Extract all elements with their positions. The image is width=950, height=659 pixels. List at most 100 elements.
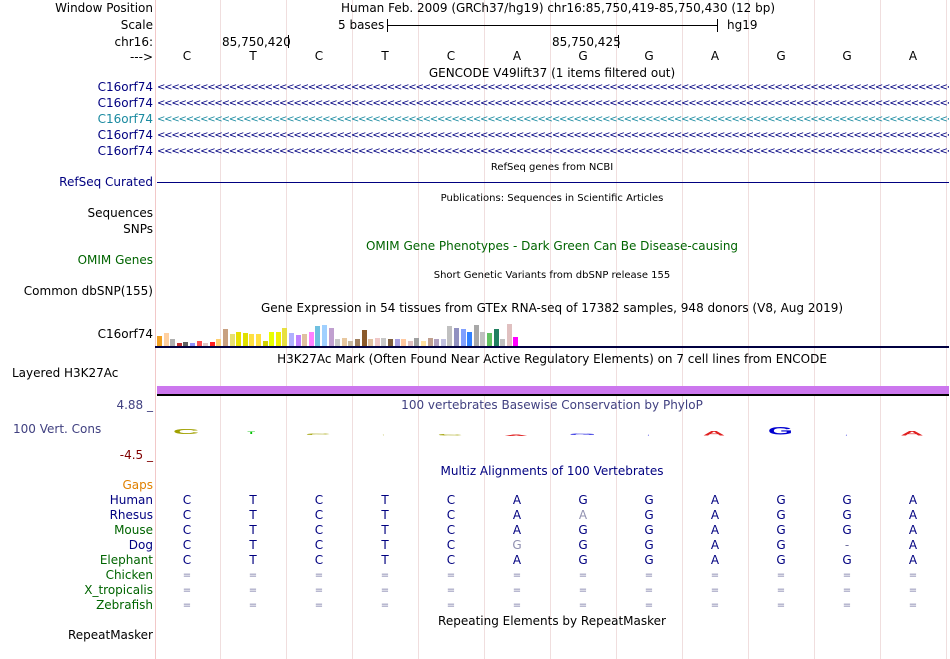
gtex-tissue-bar[interactable]	[269, 332, 275, 346]
gtex-tissue-bar[interactable]	[223, 329, 228, 346]
gtex-tissue-bar[interactable]	[473, 325, 479, 346]
species-label[interactable]: Chicken	[105, 568, 153, 582]
label-dbsnp[interactable]: Common dbSNP(155)	[23, 284, 153, 298]
gtex-tissue-bar[interactable]	[170, 339, 176, 346]
scale-bar	[387, 25, 717, 26]
gencode-transcript-2[interactable]: <<<<<<<<<<<<<<<<<<<<<<<<<<<<<<<<<<<<<<<<…	[157, 98, 949, 109]
gencode-transcript-3[interactable]: <<<<<<<<<<<<<<<<<<<<<<<<<<<<<<<<<<<<<<<<…	[157, 114, 949, 125]
aligned-base: =	[512, 570, 522, 581]
aligned-base: =	[842, 570, 852, 581]
gtex-tissue-bar[interactable]	[295, 335, 301, 346]
gtex-tissue-bar[interactable]	[427, 338, 433, 346]
gtex-tissue-bar[interactable]	[480, 332, 486, 346]
aligned-base: =	[710, 570, 720, 581]
gtex-tissue-bar[interactable]	[163, 333, 169, 346]
gtex-tissue-bar[interactable]	[407, 341, 413, 346]
gtex-tissue-bar[interactable]	[401, 339, 407, 346]
aligned-base: C	[446, 493, 456, 507]
gtex-tissue-bar[interactable]	[434, 339, 440, 346]
label-strand[interactable]: --->	[129, 50, 153, 64]
gtex-tissue-bar[interactable]	[183, 342, 189, 346]
label-scale: Scale	[120, 18, 153, 32]
species-label[interactable]: Elephant	[99, 553, 153, 567]
gtex-tissue-bar[interactable]	[440, 339, 446, 346]
label-repeatmasker[interactable]: RepeatMasker	[67, 628, 153, 642]
gtex-tissue-bar[interactable]	[242, 333, 248, 346]
gtex-tissue-bar[interactable]	[513, 337, 519, 346]
gencode-transcript-1[interactable]: <<<<<<<<<<<<<<<<<<<<<<<<<<<<<<<<<<<<<<<<…	[157, 82, 949, 93]
gtex-tissue-bar[interactable]	[355, 339, 360, 346]
gtex-tissue-bar[interactable]	[209, 342, 215, 346]
aligned-base: T	[249, 508, 257, 522]
gtex-tissue-bar[interactable]	[414, 338, 420, 346]
gtex-tissue-bar[interactable]	[157, 336, 162, 346]
species-label[interactable]: Dog	[128, 538, 153, 552]
label-snps[interactable]: SNPs	[123, 222, 153, 236]
aligned-base: =	[182, 585, 192, 596]
h3k27ac-signal[interactable]	[157, 386, 949, 394]
gtex-tissue-bar[interactable]	[361, 330, 367, 346]
gtex-tissue-bar[interactable]	[348, 341, 354, 346]
gtex-tissue-bar[interactable]	[282, 328, 288, 346]
gtex-tissue-bar[interactable]	[493, 329, 499, 346]
gtex-tissue-bar[interactable]	[190, 343, 195, 346]
species-label[interactable]: Zebrafish	[96, 598, 153, 612]
species-label[interactable]: X_tropicalis	[84, 583, 153, 597]
label-refseq[interactable]: RefSeq Curated	[59, 175, 153, 189]
species-label[interactable]: Human	[109, 493, 153, 507]
gtex-tissue-bar[interactable]	[500, 339, 506, 346]
grid-line	[220, 0, 221, 659]
gtex-tissue-bar[interactable]	[374, 338, 380, 346]
gtex-tissue-bar[interactable]	[447, 326, 453, 346]
aligned-base: T	[381, 538, 389, 552]
gtex-tissue-bar[interactable]	[368, 339, 374, 346]
gtex-tissue-bar[interactable]	[302, 334, 308, 346]
gtex-tissue-bar[interactable]	[388, 339, 393, 346]
gtex-tissue-bar[interactable]	[249, 334, 255, 346]
gtex-tissue-bar[interactable]	[236, 332, 242, 346]
gtex-tissue-bar[interactable]	[262, 341, 268, 346]
label-gencode-5[interactable]: C16orf74	[97, 144, 153, 158]
label-gencode-2[interactable]: C16orf74	[97, 96, 153, 110]
label-h3k27ac[interactable]: Layered H3K27Ac	[12, 366, 119, 380]
label-gtex-gene[interactable]: C16orf74	[97, 327, 153, 341]
gtex-tissue-bar[interactable]	[341, 338, 347, 346]
gtex-tissue-bar[interactable]	[506, 324, 512, 346]
gtex-tissue-bar[interactable]	[289, 333, 294, 346]
gtex-tissue-bar[interactable]	[322, 325, 327, 346]
label-omim[interactable]: OMIM Genes	[77, 253, 153, 267]
gtex-tissue-bar[interactable]	[381, 338, 387, 346]
gtex-tissue-bar[interactable]	[196, 341, 202, 346]
label-gaps[interactable]: Gaps	[122, 478, 153, 492]
gtex-tissue-bar[interactable]	[335, 339, 341, 346]
gtex-tissue-bar[interactable]	[328, 328, 334, 346]
gtex-tissue-bar[interactable]	[216, 339, 222, 346]
label-cons-min: -4.5 _	[119, 448, 153, 462]
gencode-transcript-5[interactable]: <<<<<<<<<<<<<<<<<<<<<<<<<<<<<<<<<<<<<<<<…	[157, 146, 949, 157]
gtex-tissue-bar[interactable]	[460, 329, 466, 346]
gtex-tissue-bar[interactable]	[421, 341, 426, 346]
label-cons[interactable]: 100 Vert. Cons	[13, 422, 102, 436]
label-gencode-4[interactable]: C16orf74	[97, 128, 153, 142]
gencode-transcript-4[interactable]: <<<<<<<<<<<<<<<<<<<<<<<<<<<<<<<<<<<<<<<<…	[157, 130, 949, 141]
gtex-tissue-bar[interactable]	[308, 332, 314, 346]
scale-bar-right-tick	[717, 19, 718, 32]
gtex-tissue-bar[interactable]	[229, 334, 235, 346]
gtex-tissue-bar[interactable]	[467, 332, 473, 346]
label-gencode-1[interactable]: C16orf74	[97, 80, 153, 94]
gtex-tissue-bar[interactable]	[315, 326, 321, 346]
aligned-base: G	[842, 553, 852, 567]
gtex-tissue-bar[interactable]	[487, 333, 492, 346]
species-label[interactable]: Mouse	[114, 523, 153, 537]
gtex-tissue-bar[interactable]	[256, 334, 261, 346]
gtex-tissue-bar[interactable]	[176, 343, 182, 346]
gtex-tissue-bar[interactable]	[454, 328, 459, 346]
gtex-tissue-bar[interactable]	[275, 332, 281, 346]
refseq-gene-line[interactable]	[157, 182, 949, 183]
gtex-tissue-bar[interactable]	[394, 339, 400, 346]
gtex-tissue-bar[interactable]	[203, 343, 209, 346]
label-sequences[interactable]: Sequences	[87, 206, 153, 220]
label-gencode-3[interactable]: C16orf74	[97, 112, 153, 126]
species-label[interactable]: Rhesus	[109, 508, 153, 522]
aligned-base: A	[710, 523, 720, 537]
